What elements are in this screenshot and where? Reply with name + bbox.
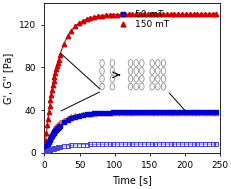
Y-axis label: G', G'' [Pa]: G', G'' [Pa] (3, 52, 13, 104)
X-axis label: Time [s]: Time [s] (112, 176, 152, 186)
Legend: 50 mT, 150 mT: 50 mT, 150 mT (110, 6, 172, 33)
